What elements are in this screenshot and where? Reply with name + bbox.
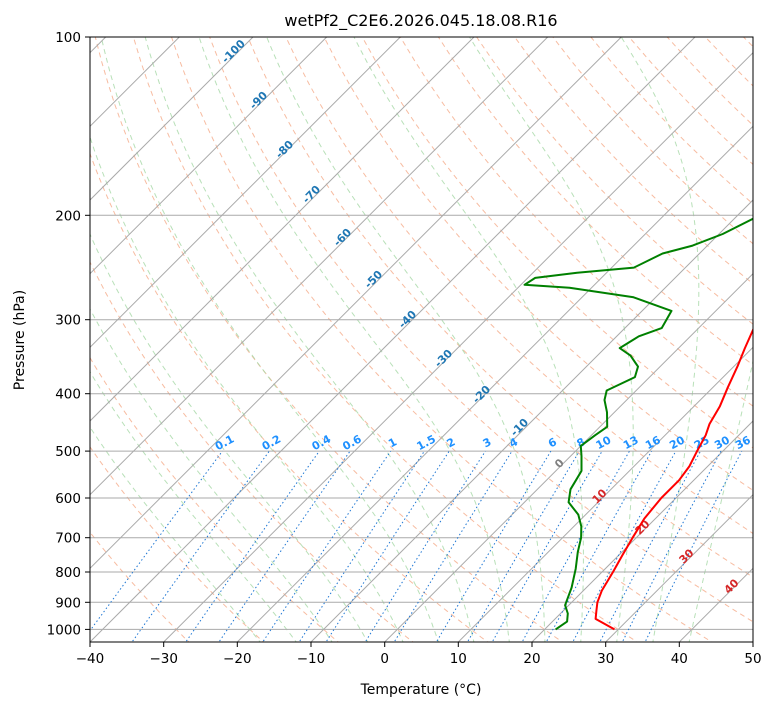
- y-tick-label: 900: [55, 595, 81, 611]
- y-tick-label: 1000: [47, 622, 81, 638]
- temperature-line: [594, 327, 753, 631]
- y-tick-label: 700: [55, 531, 81, 547]
- isotherm-line: [236, 125, 753, 642]
- x-tick-label: 50: [744, 651, 761, 667]
- moist-adiabat-line: [266, 37, 546, 642]
- mixing-ratio-lines: [90, 450, 743, 642]
- isotherm-line: [90, 37, 328, 275]
- moist-adiabat-line: [90, 308, 333, 642]
- isotherm-line: [90, 37, 401, 349]
- isotherm-line: [531, 420, 753, 642]
- mixing-ratio-line: [621, 450, 722, 642]
- mixing-ratio-line: [262, 450, 392, 642]
- y-axis-ticks: 100 200 300 400 500 600 700 800 900 1000: [47, 30, 90, 638]
- y-tick-label: 200: [55, 208, 81, 224]
- mixing-ratio-line: [364, 450, 486, 642]
- mixing-ratio-line: [131, 450, 270, 642]
- moist-adiabat-line: [198, 37, 510, 642]
- mixing-ratio-line: [218, 450, 351, 642]
- isotherm-line: [384, 272, 753, 642]
- y-axis-label: Pressure (hPa): [12, 290, 28, 390]
- mixing-ratio-line: [572, 450, 677, 642]
- x-tick-label: 0: [380, 651, 389, 667]
- isotherm-line: [90, 37, 549, 496]
- x-tick-label: 30: [597, 651, 614, 667]
- x-tick-label: 20: [523, 651, 540, 667]
- y-tick-label: 300: [55, 313, 81, 329]
- mixing-ratio-label: 10: [594, 433, 614, 452]
- x-tick-label: −30: [149, 651, 178, 667]
- dry-adiabat-line: [171, 37, 713, 642]
- isotherm-line: [90, 37, 622, 570]
- chart-title: wetPf2_C2E6.2026.045.18.08.R16: [284, 11, 557, 31]
- dry-adiabat-line: [323, 37, 753, 491]
- mixing-ratio-label: 20: [667, 433, 687, 452]
- x-tick-label: −10: [297, 651, 326, 667]
- y-tick-label: 800: [55, 565, 81, 581]
- x-tick-label: −40: [76, 651, 105, 667]
- y-tick-label: 400: [55, 387, 81, 403]
- moist-adiabat-line: [620, 37, 700, 642]
- mixing-ratio-label: 30: [712, 433, 732, 452]
- isotherm-line: [163, 51, 753, 642]
- dry-adiabat-line: [476, 37, 753, 325]
- isotherm-line: [90, 37, 475, 422]
- isotherm-line: [457, 346, 753, 642]
- mixing-ratio-label: 36: [733, 433, 753, 452]
- y-tick-label: 600: [55, 491, 81, 507]
- isotherm-line: [310, 199, 753, 642]
- mixing-ratio-label: 16: [643, 433, 663, 452]
- data-series: [523, 217, 753, 631]
- moist-adiabat-line: [468, 37, 634, 642]
- x-tick-label: −20: [223, 651, 252, 667]
- y-tick-label: 500: [55, 444, 81, 460]
- dry-adiabat-line: [90, 152, 489, 642]
- x-tick-label: 10: [450, 651, 467, 667]
- x-axis-ticks: −40 −30 −20 −10 0 10 20 30 40 50: [76, 642, 762, 667]
- x-axis-label: Temperature (°C): [360, 682, 482, 698]
- mixing-ratio-line: [90, 450, 223, 632]
- mixing-ratio-line: [393, 450, 513, 642]
- mixing-ratio-line: [325, 450, 450, 642]
- isotherm-line: [90, 37, 696, 642]
- mixing-ratio-label: 13: [621, 433, 641, 452]
- mixing-ratio-line: [298, 450, 425, 642]
- dewpoint-line: [523, 217, 753, 631]
- grid-lines: [90, 37, 753, 642]
- y-tick-label: 100: [55, 30, 81, 46]
- dry-adiabat-line: [94, 37, 564, 642]
- x-tick-label: 40: [671, 651, 688, 667]
- mixing-ratio-line: [466, 450, 580, 642]
- mixing-ratio-line: [599, 450, 701, 642]
- isotherm-line: [605, 493, 753, 642]
- isotherm-line: [90, 37, 254, 201]
- dry-adiabat-line: [361, 37, 753, 449]
- plot-frame: [89, 36, 754, 643]
- mixing-ratio-line: [185, 450, 320, 642]
- moist-adiabat-line: [90, 370, 297, 642]
